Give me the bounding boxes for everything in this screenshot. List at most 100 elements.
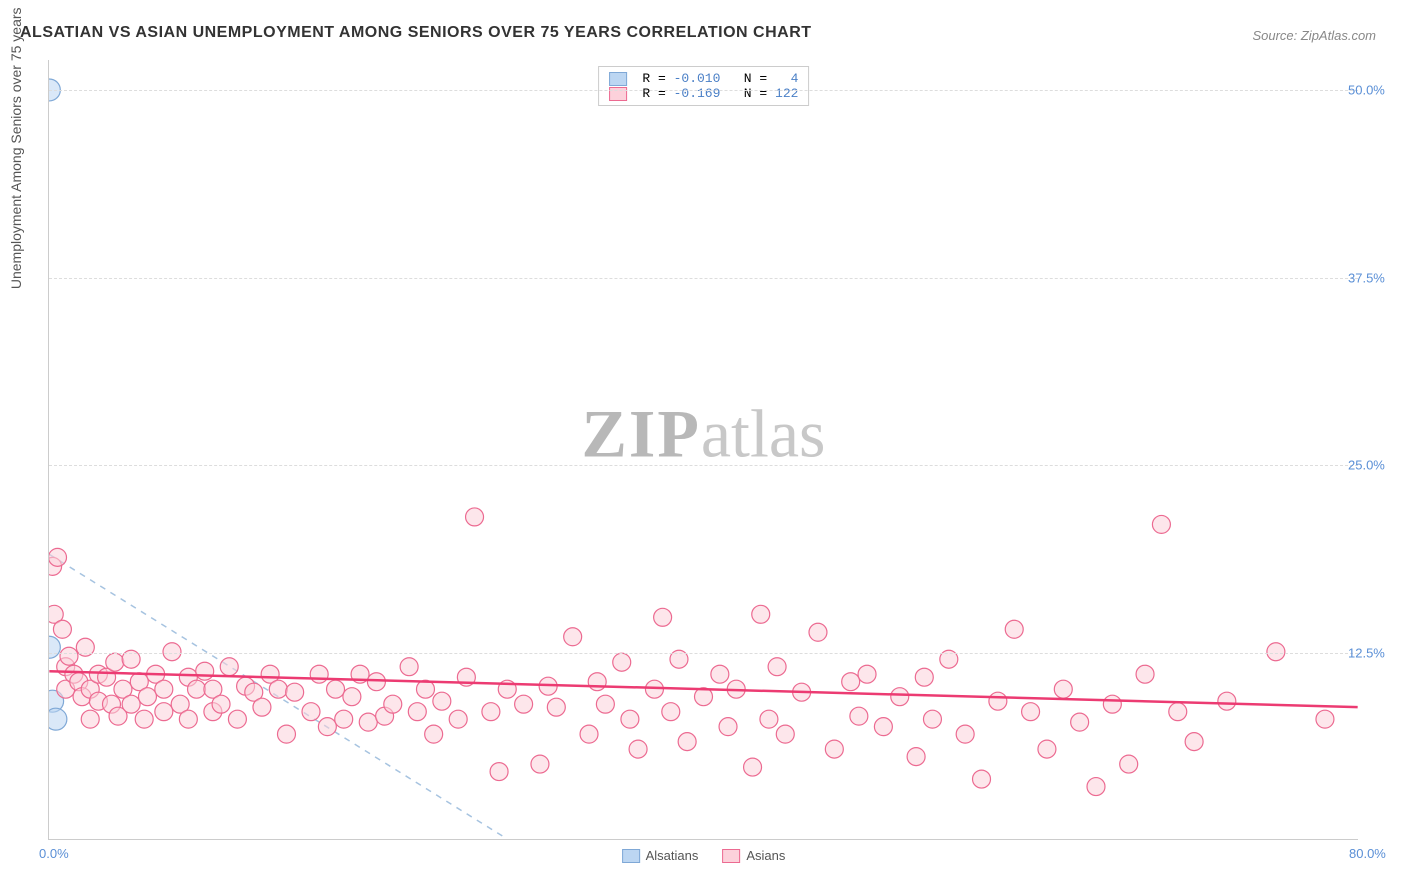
data-point	[277, 725, 295, 743]
data-point	[60, 647, 78, 665]
data-point	[400, 658, 418, 676]
data-point	[719, 718, 737, 736]
y-tick-label: 25.0%	[1348, 458, 1406, 473]
data-point	[596, 695, 614, 713]
data-point	[907, 748, 925, 766]
data-point	[580, 725, 598, 743]
legend-label: Asians	[746, 848, 785, 863]
data-point	[1169, 703, 1187, 721]
data-point	[253, 698, 271, 716]
legend-swatch	[622, 849, 640, 863]
data-point	[135, 710, 153, 728]
data-point	[188, 680, 206, 698]
data-point	[973, 770, 991, 788]
data-point	[531, 755, 549, 773]
data-point	[53, 620, 71, 638]
y-tick-label: 50.0%	[1348, 83, 1406, 98]
data-point	[923, 710, 941, 728]
data-point	[629, 740, 647, 758]
data-point	[678, 733, 696, 751]
data-point	[286, 683, 304, 701]
data-point	[515, 695, 533, 713]
data-point	[956, 725, 974, 743]
data-point	[367, 673, 385, 691]
data-point	[1316, 710, 1334, 728]
legend-correlation: R = -0.010 N = 4 R = -0.169 N = 122	[598, 66, 810, 106]
data-point	[155, 680, 173, 698]
data-point	[343, 688, 361, 706]
data-point	[989, 692, 1007, 710]
data-point	[49, 548, 67, 566]
data-point	[825, 740, 843, 758]
x-tick-label: 0.0%	[39, 846, 69, 861]
data-point	[768, 658, 786, 676]
data-point	[858, 665, 876, 683]
data-point	[220, 658, 238, 676]
data-point	[1136, 665, 1154, 683]
legend-swatch	[609, 87, 627, 101]
data-point	[196, 662, 214, 680]
data-point	[179, 710, 197, 728]
data-point	[1218, 692, 1236, 710]
gridline	[49, 90, 1358, 91]
data-point	[49, 636, 60, 658]
data-point	[359, 713, 377, 731]
y-axis-label: Unemployment Among Seniors over 75 years	[8, 7, 24, 289]
data-point	[1120, 755, 1138, 773]
source-label: Source: ZipAtlas.com	[1252, 28, 1376, 43]
data-point	[425, 725, 443, 743]
data-point	[269, 680, 287, 698]
data-point	[310, 665, 328, 683]
data-point	[138, 688, 156, 706]
legend-row: R = -0.010 N = 4	[609, 71, 799, 86]
data-point	[1022, 703, 1040, 721]
data-point	[466, 508, 484, 526]
gridline	[49, 653, 1358, 654]
data-point	[1185, 733, 1203, 751]
gridline	[49, 465, 1358, 466]
chart-title: ALSATIAN VS ASIAN UNEMPLOYMENT AMONG SEN…	[20, 24, 812, 42]
data-point	[1038, 740, 1056, 758]
data-point	[106, 653, 124, 671]
gridline	[49, 278, 1358, 279]
data-point	[752, 605, 770, 623]
data-point	[850, 707, 868, 725]
data-point	[842, 673, 860, 691]
data-point	[613, 653, 631, 671]
y-tick-label: 37.5%	[1348, 270, 1406, 285]
legend-row: R = -0.169 N = 122	[609, 86, 799, 101]
data-point	[212, 695, 230, 713]
legend-item: Asians	[722, 848, 785, 863]
legend-swatch	[609, 72, 627, 86]
plot-svg	[49, 60, 1358, 839]
data-point	[744, 758, 762, 776]
data-point	[654, 608, 672, 626]
data-point	[809, 623, 827, 641]
data-point	[1087, 778, 1105, 796]
data-point	[155, 703, 173, 721]
data-point	[621, 710, 639, 728]
data-point	[891, 688, 909, 706]
data-point	[1071, 713, 1089, 731]
data-point	[482, 703, 500, 721]
x-tick-label: 80.0%	[1349, 846, 1386, 861]
data-point	[408, 703, 426, 721]
data-point	[711, 665, 729, 683]
data-point	[776, 725, 794, 743]
data-point	[327, 680, 345, 698]
data-point	[1054, 680, 1072, 698]
legend-stats: R = -0.010 N = 4	[635, 71, 799, 86]
data-point	[302, 703, 320, 721]
data-point	[76, 638, 94, 656]
data-point	[874, 718, 892, 736]
data-point	[662, 703, 680, 721]
data-point	[433, 692, 451, 710]
data-point	[1152, 515, 1170, 533]
data-point	[122, 695, 140, 713]
y-tick-label: 12.5%	[1348, 645, 1406, 660]
data-point	[1005, 620, 1023, 638]
data-point	[547, 698, 565, 716]
legend-stats: R = -0.169 N = 122	[635, 86, 799, 101]
data-point	[81, 710, 99, 728]
legend-label: Alsatians	[646, 848, 699, 863]
